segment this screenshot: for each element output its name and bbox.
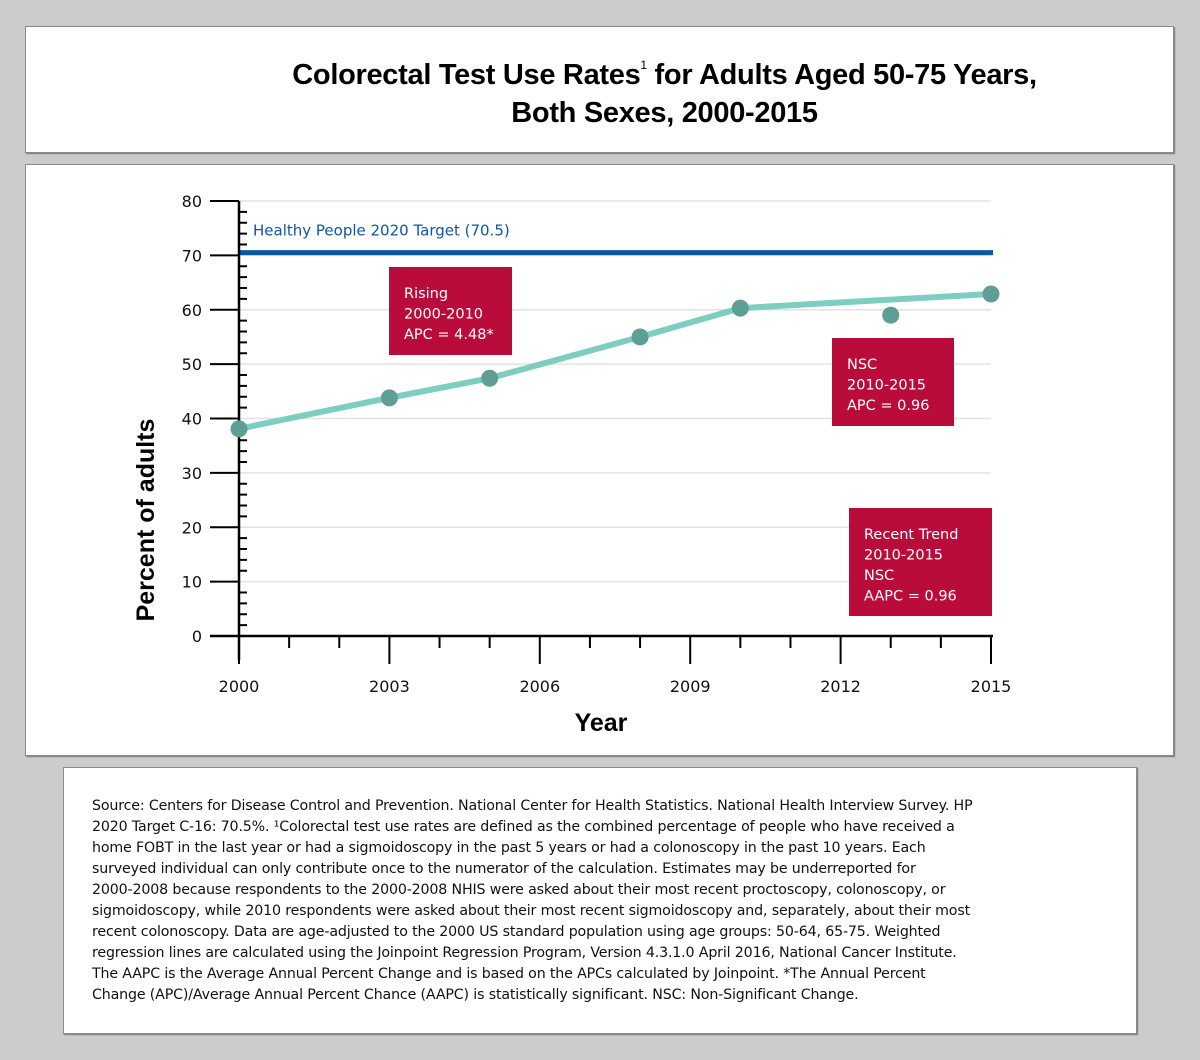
annotation-text: NSC [864, 568, 894, 584]
annotation-text: NSC [847, 357, 877, 373]
y-tick-label: 0 [192, 627, 202, 646]
annotation-text: 2000-2010 [404, 307, 483, 323]
annotation-text: 2010-2015 [864, 548, 943, 564]
trend-series [236, 290, 994, 432]
footnote-panel: Source: Centers for Disease Control and … [63, 767, 1137, 1034]
footnote-line: Source: Centers for Disease Control and … [92, 798, 973, 814]
y-tick-label: 10 [182, 573, 202, 592]
target-reference: Healthy People 2020 Target (70.5) [239, 222, 993, 256]
footnote-line: 2000-2008 because respondents to the 200… [92, 882, 946, 898]
observed-points [230, 285, 1000, 438]
data-point [731, 299, 749, 317]
footnote-line: sigmoidoscopy, while 2010 respondents we… [92, 903, 970, 919]
footnote-line: surveyed individual can only contribute … [92, 861, 916, 877]
x-axis-title: Year [575, 709, 628, 737]
annotation-text: 2010-2015 [847, 378, 926, 394]
axes: 0 10 20 30 40 50 60 70 80 2000 2003 2006 2009 2012 201… [182, 192, 1012, 696]
footnote-line: home FOBT in the last year or had a sigm… [92, 840, 926, 856]
annotations: Rising 2000-2010 APC = 4.48* NSC 2010-2015 AP… [389, 267, 992, 616]
x-tick-label: 2006 [519, 677, 560, 696]
footnote-line: recent colonoscopy. Data are age-adjuste… [92, 924, 941, 940]
chart-title-line2: Both Sexes, 2000-2015 [511, 97, 818, 129]
y-axis-title: Percent of adults [132, 419, 160, 622]
x-tick-label: 2012 [820, 677, 861, 696]
y-tick-label: 80 [182, 192, 202, 211]
x-tick-label: 2009 [670, 677, 711, 696]
annotation-text: APC = 0.96 [847, 398, 929, 414]
title-footnote-marker: 1 [640, 58, 647, 72]
data-point [982, 285, 1000, 303]
annotation-box-nsc-segment: NSC 2010-2015 APC = 0.96 [832, 338, 954, 426]
line-chart: Healthy People 2020 Target (70.5) 0 10 20 3… [132, 192, 1012, 737]
chart-title-line1: Colorectal Test Use Rates1 for Adults Ag… [156, 58, 1173, 92]
annotation-background [849, 508, 992, 616]
data-point [230, 420, 248, 438]
title-panel: Colorectal Test Use Rates1 for Adults Ag… [25, 26, 1174, 153]
footnote-line: regression lines are calculated using th… [92, 945, 957, 961]
x-tick-label: 2000 [219, 677, 260, 696]
data-point [481, 369, 499, 387]
annotation-background [832, 338, 954, 426]
y-tick-label: 30 [182, 464, 202, 483]
chart-panel: Healthy People 2020 Target (70.5) 0 10 20 3… [25, 164, 1174, 756]
x-tick-label: 2015 [971, 677, 1012, 696]
annotation-background [389, 267, 512, 355]
trend-line [236, 290, 994, 432]
data-point [631, 328, 649, 346]
annotation-text: Rising [404, 286, 448, 302]
target-label: Healthy People 2020 Target (70.5) [253, 222, 510, 240]
y-tick-label: 60 [182, 301, 202, 320]
annotation-box-rising-segment: Rising 2000-2010 APC = 4.48* [389, 267, 512, 355]
x-tick-label: 2003 [369, 677, 410, 696]
data-point [882, 306, 900, 324]
y-tick-label: 20 [182, 518, 202, 537]
y-tick-label: 40 [182, 410, 202, 429]
data-point [380, 389, 398, 407]
y-tick-label: 50 [182, 355, 202, 374]
title-text-suffix: for Adults Aged 50-75 Years, [646, 59, 1037, 91]
footnote-line: The AAPC is the Average Annual Percent C… [92, 966, 926, 982]
annotation-text: Recent Trend [864, 527, 958, 543]
annotation-box-recent-trend: Recent Trend 2010-2015 NSC AAPC = 0.96 [849, 508, 992, 616]
annotation-text: APC = 4.48* [404, 327, 494, 343]
annotation-text: AAPC = 0.96 [864, 589, 957, 605]
footnote-text: Source: Centers for Disease Control and … [92, 796, 1112, 1006]
footnote-line: 2020 Target C-16: 70.5%. ¹Colorectal tes… [92, 819, 955, 835]
y-tick-label: 70 [182, 246, 202, 265]
footnote-line: Change (APC)/Average Annual Percent Chan… [92, 987, 859, 1003]
title-text: Colorectal Test Use Rates [292, 59, 641, 91]
